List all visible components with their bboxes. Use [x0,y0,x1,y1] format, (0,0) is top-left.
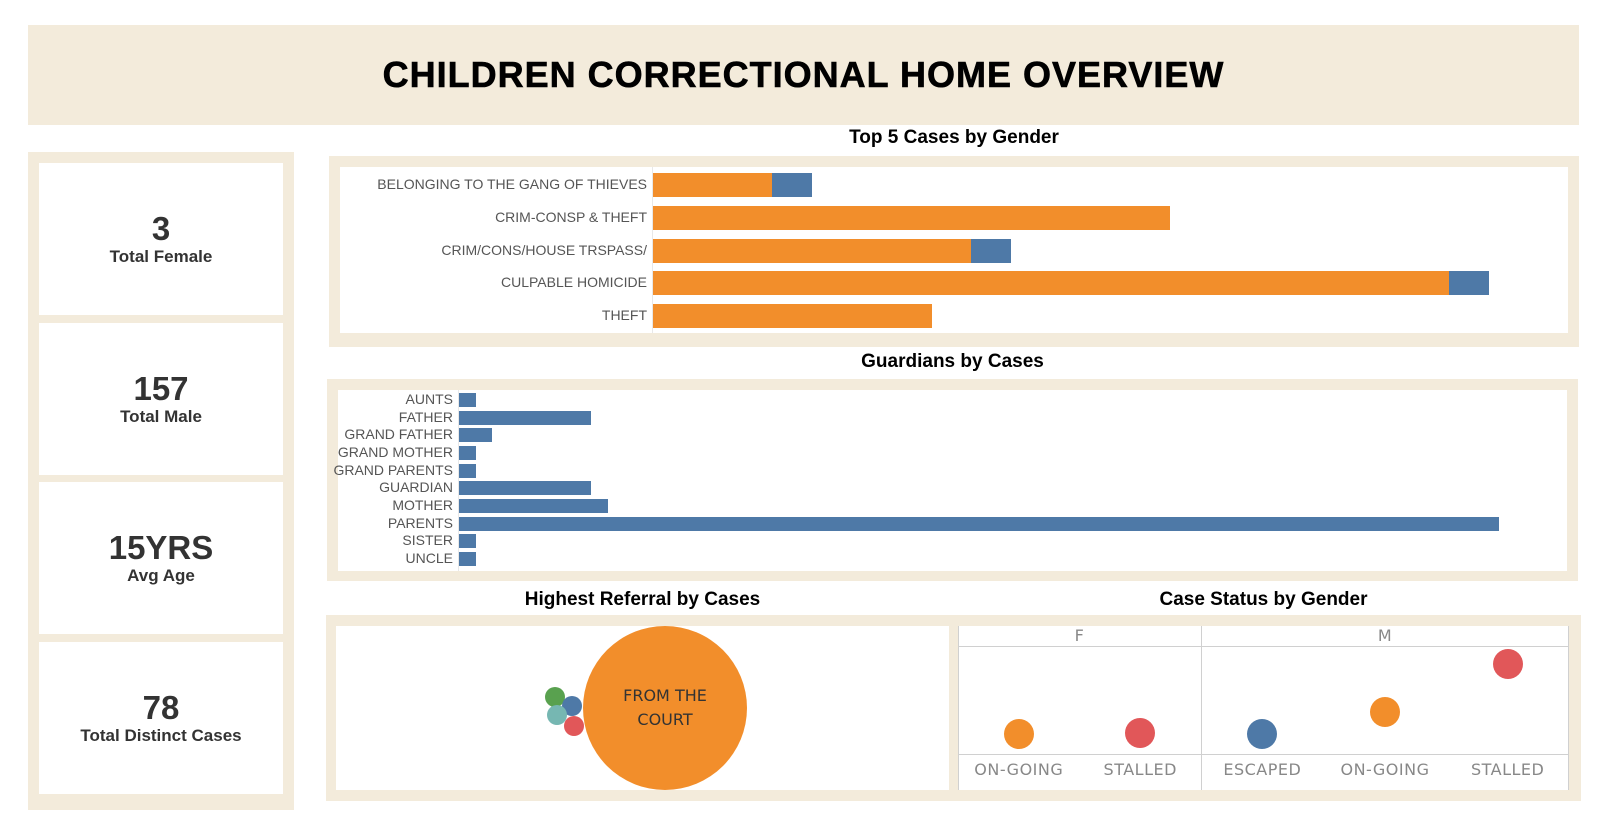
guardian-bar [459,428,492,443]
kpi-value: 3 [151,210,171,247]
status-label: STALLED [1470,760,1545,779]
kpi-label: Avg Age [127,566,195,585]
kpi-card-total-distinct-cases: 78 Total Distinct Cases [39,642,283,794]
status-dot-f-stalled [1125,717,1156,748]
kpi-value: 157 [133,370,189,407]
category-label: CRIM-CONSP & THEFT [495,208,647,225]
kpi-card-total-male: 157 Total Male [39,323,283,475]
category-label: UNCLE [405,550,453,567]
status-dot-m-stalled [1492,649,1523,679]
kpi-label: Total Female [109,247,213,266]
category-label: GRAND MOTHER [337,443,453,460]
dashboard-title: CHILDREN CORRECTIONAL HOME OVERVIEW [382,54,1225,96]
category-label: FATHER [398,408,453,425]
case-status-chart-title: Case Status by Gender [1159,589,1368,610]
panel-header-f: F [1074,626,1085,645]
guardians-chart-area: AUNTS FATHER GRAND FATHER GRAND MOTHER GRAND… [333,390,1567,571]
referral-bubble [545,687,565,707]
bar-segment-f [772,173,813,198]
bar-segment-m [653,173,773,198]
top5-axis-line [652,167,653,333]
panel-divider [1201,626,1202,790]
status-label: STALLED [1103,760,1177,779]
case-status-chart-area: F ON-GOING STALLED M ESCAPED ON-GOING STALLED [958,626,1569,790]
guardians-chart-title: Guardians by Cases [861,351,1044,372]
bubble-label: FROM THE COURT [623,686,707,729]
referral-bubble-from-the-court: FROM THE COURT [583,626,747,790]
referral-chart-title: Highest Referral by Cases [524,589,761,610]
category-label: GRAND FATHER [344,426,453,443]
status-dot-m-escaped [1247,719,1278,749]
status-dot-m-on-going [1370,696,1400,727]
kpi-value: 15YRS [108,529,214,566]
guardian-bar [459,445,476,460]
guardian-bar [459,516,1499,531]
top5-chart-area: BELONGING TO THE GANG OF THIEVES CRIM-CON… [340,167,1568,333]
dashboard-header: CHILDREN CORRECTIONAL HOME OVERVIEW [28,25,1579,125]
kpi-label: Total Distinct Cases [80,726,242,745]
status-label: ON-GOING [1340,760,1430,779]
referral-bubble [547,705,567,725]
bar-segment-f [1449,271,1489,296]
kpi-value: 78 [142,689,180,726]
category-label: MOTHER [392,497,453,514]
status-label: ON-GOING [974,760,1064,779]
top5-chart-title: Top 5 Cases by Gender [849,127,1059,148]
bar-segment-m [653,271,1449,296]
kpi-card-total-female: 3 Total Female [39,163,283,315]
category-label: CRIM/CONS/HOUSE TRSPASS/ [441,241,647,258]
guardian-bar [459,392,476,407]
category-label: PARENTS [387,514,453,531]
category-label: CULPABLE HOMICIDE [501,274,647,291]
bar-segment-f [971,238,1012,263]
guardian-bar [459,410,591,425]
guardian-bar [459,481,591,496]
referral-chart-area: FROM THE COURT [336,626,949,790]
kpi-label: Total Male [120,407,202,426]
panel-header-m: M [1377,626,1393,645]
category-label: SISTER [402,532,453,549]
category-label: AUNTS [405,390,453,407]
referral-bubble [564,716,584,736]
referral-bubble [562,696,582,716]
category-label: BELONGING TO THE GANG OF THIEVES [377,176,647,193]
guardians-axis-line [458,390,459,571]
category-label: GRAND PARENTS [333,461,453,478]
guardian-bar [459,552,476,567]
bar-segment-m [653,205,1171,230]
status-dot-f-on-going [1003,719,1034,749]
kpi-card-avg-age: 15YRS Avg Age [39,482,283,634]
guardian-bar [459,463,476,478]
guardian-bar [459,534,476,549]
right-border [1568,626,1569,790]
bar-segment-m [653,303,932,328]
category-label: GUARDIAN [379,479,453,496]
guardian-bar [459,499,608,514]
bar-segment-m [653,238,972,263]
panel-header-line [958,646,1569,647]
category-label: THEFT [601,306,647,323]
baseline [958,754,1569,755]
left-border [958,626,959,790]
status-label: ESCAPED [1223,760,1302,779]
